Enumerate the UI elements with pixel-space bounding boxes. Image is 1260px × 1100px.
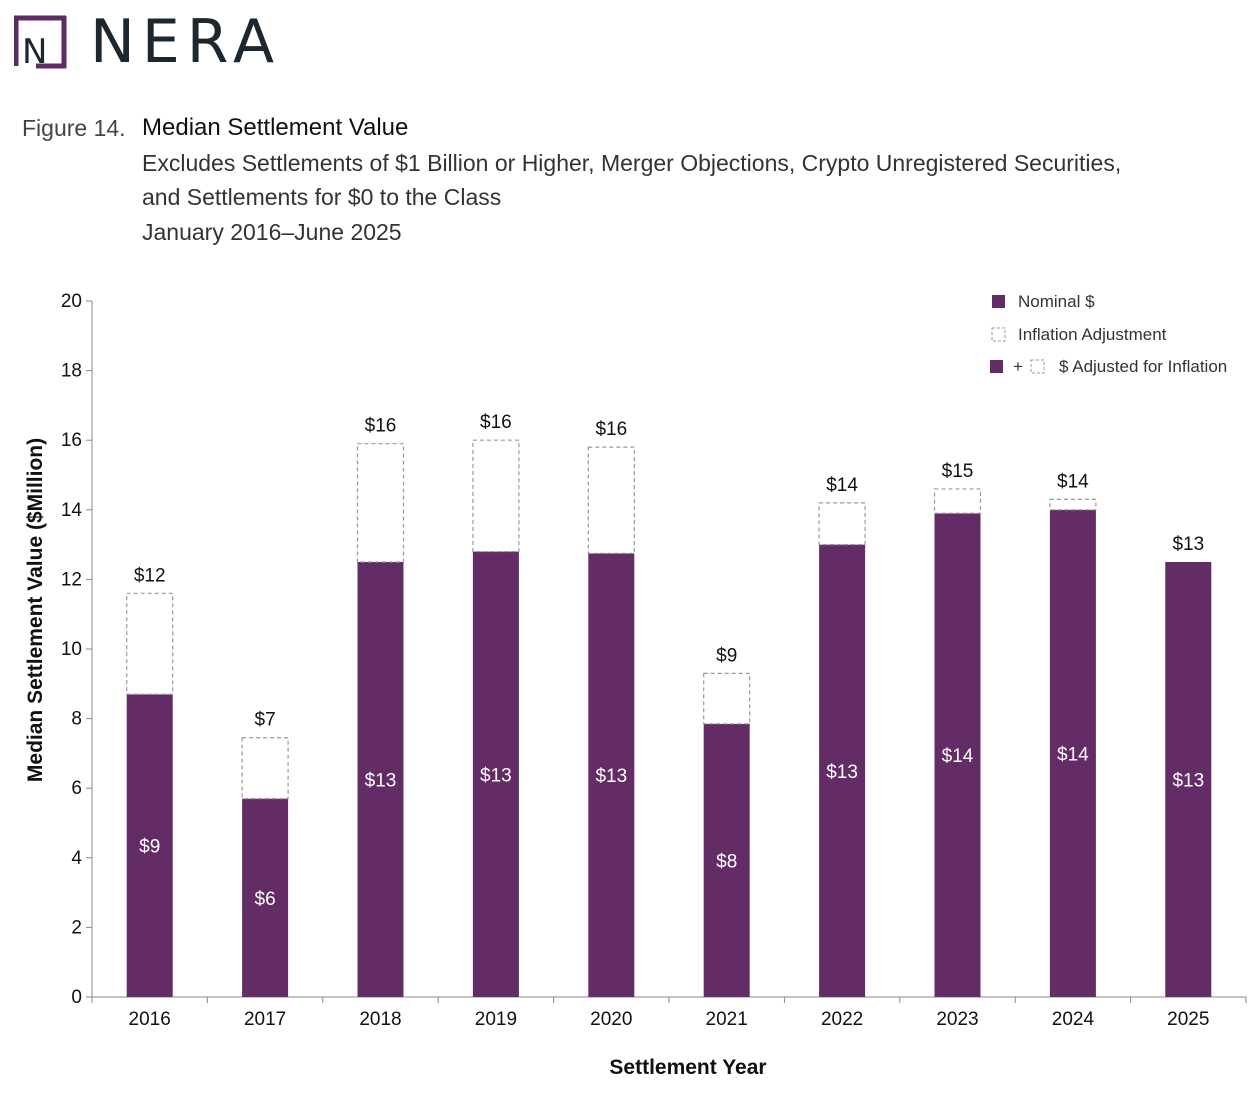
y-tick-label: 8 xyxy=(71,709,82,730)
figure-title: Median Settlement Value xyxy=(142,114,409,141)
bar-inflation-adjustment xyxy=(472,439,520,553)
bar-inflation-adjustment xyxy=(1049,498,1097,511)
x-tick-label: 2021 xyxy=(706,1009,748,1030)
bar-inflation-adjustment xyxy=(933,488,982,514)
figure-subtitle-line-1: Excludes Settlements of $1 Billion or Hi… xyxy=(142,150,1122,176)
x-tick-label: 2016 xyxy=(129,1009,171,1030)
legend-adjusted-label: $ Adjusted for Inflation xyxy=(1059,357,1227,376)
x-axis-title: Settlement Year xyxy=(609,1056,766,1079)
x-tick-label: 2017 xyxy=(244,1009,286,1030)
figure-subtitle-line-2: and Settlements for $0 to the Class xyxy=(142,184,502,210)
bar-inflation-adjustment xyxy=(818,502,866,546)
x-tick-label: 2020 xyxy=(590,1009,632,1030)
bar-inflation-adjustment xyxy=(703,672,751,725)
bar-nominal-label: $13 xyxy=(826,762,858,783)
legend-nominal-swatch xyxy=(992,295,1005,308)
y-tick-label: 10 xyxy=(61,639,82,660)
legend-adjusted-inflation-swatch xyxy=(1030,359,1045,374)
legend-inflation-label: Inflation Adjustment xyxy=(1018,325,1167,344)
bar-nominal-label: $13 xyxy=(1172,771,1204,792)
x-tick-label: 2025 xyxy=(1167,1009,1209,1030)
legend-nominal-label: Nominal $ xyxy=(1018,292,1095,311)
bar-nominal xyxy=(588,553,635,997)
bar-total-label: $12 xyxy=(134,565,166,586)
bar-total-label: $9 xyxy=(716,645,737,666)
nera-logo-mark-icon: N xyxy=(13,15,67,72)
y-tick-label: 20 xyxy=(61,291,82,312)
bar-nominal-label: $9 xyxy=(139,837,160,858)
bar-total-label: $14 xyxy=(826,475,858,496)
nera-logo: N NERA xyxy=(13,8,284,76)
bar-inflation-adjustment xyxy=(356,443,405,563)
bar-total-label: $16 xyxy=(365,416,397,437)
legend-adjusted-plus: + xyxy=(1013,357,1023,376)
bar-nominal-label: $14 xyxy=(1057,744,1089,765)
bar-nominal xyxy=(703,723,750,997)
bar-nominal xyxy=(472,551,519,997)
bar-nominal-label: $6 xyxy=(255,889,276,910)
bar-total-label: $15 xyxy=(942,461,974,482)
bar-total-label: $16 xyxy=(480,412,512,433)
y-tick-label: 16 xyxy=(61,430,82,451)
chart-labels: $12 $9 2016 $7 $6 2017 $16 $13 2018 $16 $13 2019 $16… xyxy=(129,412,1210,1030)
bar-nominal xyxy=(934,513,981,997)
bar-nominal xyxy=(126,694,173,997)
bar-inflation-adjustment xyxy=(241,737,289,800)
legend-inflation-swatch xyxy=(991,327,1006,342)
bar-total-label: $7 xyxy=(255,710,276,731)
x-tick-label: 2024 xyxy=(1052,1009,1095,1030)
y-tick-label: 14 xyxy=(61,500,83,521)
bar-total-label: $13 xyxy=(1172,534,1204,555)
bar-nominal-label: $13 xyxy=(365,771,397,792)
x-tick-label: 2019 xyxy=(475,1009,517,1030)
y-tick-label: 6 xyxy=(71,778,82,799)
x-tick-label: 2022 xyxy=(821,1009,863,1030)
bar-inflation-adjustment xyxy=(126,592,174,695)
y-tick-label: 12 xyxy=(61,569,82,590)
y-tick-label: 0 xyxy=(71,987,82,1008)
bar-total-label: $16 xyxy=(595,419,627,440)
legend-adjusted-nominal-swatch xyxy=(990,360,1003,373)
logo-mark-letter: N xyxy=(22,32,47,70)
bar-nominal-label: $13 xyxy=(480,765,512,786)
y-tick-label: 18 xyxy=(61,361,82,382)
x-tick-label: 2018 xyxy=(359,1009,401,1030)
x-tick-label: 2023 xyxy=(936,1009,978,1030)
y-tick-label: 2 xyxy=(71,917,82,938)
bar-nominal-label: $8 xyxy=(716,851,737,872)
bar-nominal xyxy=(1165,562,1212,997)
bar-nominal xyxy=(1049,509,1096,997)
bar-inflation-adjustment xyxy=(587,446,635,554)
y-axis-title: Median Settlement Value ($Million) xyxy=(24,438,47,782)
bar-total-label: $14 xyxy=(1057,471,1089,492)
figure-label: Figure 14. xyxy=(22,115,126,141)
bar-nominal xyxy=(242,798,289,997)
logo-wordmark: NERA xyxy=(90,7,282,77)
y-tick-label: 4 xyxy=(71,848,82,869)
chart-legend: Nominal $ Inflation Adjustment + $ Adjus… xyxy=(990,292,1227,376)
bar-nominal xyxy=(357,562,404,997)
chart-bars xyxy=(126,439,1212,997)
figure-subtitle-line-3: January 2016–June 2025 xyxy=(142,219,402,245)
bar-nominal xyxy=(819,544,866,997)
bar-nominal-label: $13 xyxy=(595,766,627,787)
bar-nominal-label: $14 xyxy=(942,746,974,767)
